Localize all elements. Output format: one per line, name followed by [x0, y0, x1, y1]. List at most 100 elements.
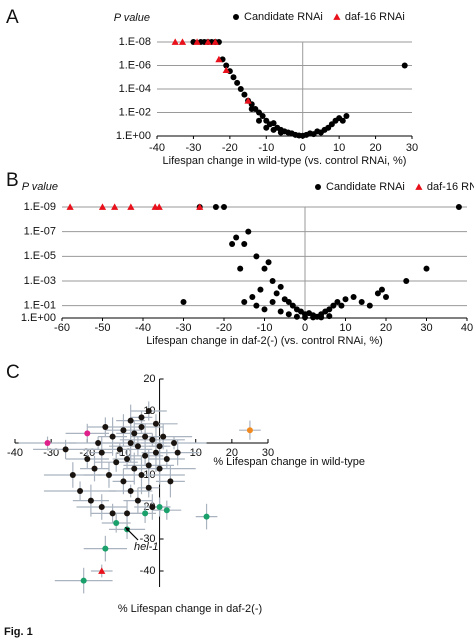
data-point — [156, 443, 163, 450]
data-point — [193, 38, 201, 45]
data-point — [109, 433, 116, 440]
data-point — [253, 302, 260, 309]
data-point — [253, 253, 260, 260]
x-tick-label: 10 — [333, 142, 345, 154]
x-axis-title: Lifespan change in wild-type (vs. contro… — [163, 155, 407, 167]
data-point — [277, 308, 284, 315]
y-axis-title: P value — [22, 181, 58, 193]
x-tick-label: -10 — [257, 322, 273, 334]
data-point — [87, 497, 94, 504]
data-point — [350, 294, 357, 301]
data-point — [237, 265, 244, 272]
caption: Fig. 1 — [4, 626, 33, 638]
data-point — [401, 62, 408, 69]
y-tick-label: 1.E-03 — [24, 275, 56, 287]
x-tick-label: 0 — [302, 322, 308, 334]
data-point — [241, 91, 248, 98]
y-tick-label: -40 — [140, 565, 156, 577]
x-axis-title: Lifespan change in daf-2(-) (vs. control… — [146, 335, 383, 347]
annotation-arrow — [126, 528, 139, 541]
data-point — [310, 314, 317, 321]
data-point — [293, 313, 300, 320]
data-point — [269, 298, 276, 305]
data-point — [233, 234, 240, 241]
data-point — [221, 204, 227, 210]
y-tick-label: 1.E-06 — [119, 59, 151, 71]
data-point — [62, 446, 69, 453]
data-point — [111, 203, 119, 210]
x-tick-label: -30 — [185, 142, 201, 154]
data-point — [149, 504, 156, 510]
data-point — [134, 443, 141, 450]
data-point — [84, 456, 91, 462]
x-tick-label: 20 — [380, 322, 392, 334]
data-point — [142, 433, 149, 440]
y-tick-label: 1.E-04 — [119, 83, 151, 95]
y-tick-label: 20 — [143, 373, 155, 385]
data-point — [91, 465, 98, 472]
data-point — [124, 456, 131, 462]
data-point — [270, 120, 277, 127]
data-point — [273, 290, 280, 297]
data-point — [98, 449, 105, 456]
data-point — [145, 408, 152, 414]
data-point — [152, 420, 159, 427]
data-point — [338, 302, 345, 309]
data-point — [66, 203, 74, 210]
data-point — [156, 465, 163, 472]
data-point — [102, 424, 109, 430]
data-point — [234, 79, 241, 86]
data-point — [174, 449, 181, 456]
data-point — [302, 314, 308, 321]
data-point — [285, 311, 292, 318]
data-point — [163, 456, 170, 462]
data-point — [69, 472, 76, 478]
y-axis-title: % Lifespan change in daf-2(-) — [118, 603, 262, 615]
data-point — [211, 38, 219, 45]
data-point — [330, 302, 337, 309]
data-point — [142, 452, 149, 459]
data-point — [109, 510, 116, 517]
y-tick-label: 1.E-09 — [24, 201, 56, 213]
y-tick-label: 1.E-07 — [24, 226, 56, 238]
data-point — [152, 449, 159, 456]
y-tick-label: 1.E-08 — [119, 36, 151, 48]
data-point — [374, 290, 381, 297]
legend-marker — [415, 183, 423, 190]
x-tick-label: -10 — [258, 142, 274, 154]
legend-marker — [233, 14, 239, 20]
data-point — [98, 504, 105, 510]
panel-letter: C — [6, 362, 20, 383]
data-point — [171, 440, 178, 446]
data-point — [203, 513, 210, 520]
legend-label: daf-16 RNAi — [427, 181, 474, 193]
data-point — [249, 294, 256, 301]
data-point — [142, 510, 149, 517]
panel-letter: A — [6, 7, 19, 28]
data-point — [124, 510, 131, 517]
data-point — [237, 86, 244, 92]
data-point — [84, 430, 91, 437]
data-point — [98, 567, 106, 574]
y-tick-label: 1.E-02 — [119, 106, 151, 118]
x-tick-label: -30 — [43, 447, 59, 459]
x-tick-label: 20 — [369, 142, 381, 154]
data-point — [113, 520, 120, 526]
data-point — [257, 286, 264, 293]
data-point — [246, 427, 253, 434]
data-point — [366, 302, 373, 309]
data-point — [339, 117, 346, 124]
annotation-arrowhead — [125, 527, 130, 532]
data-point — [167, 478, 174, 485]
data-point — [261, 265, 268, 272]
x-tick-label: 30 — [262, 447, 274, 459]
data-point — [277, 283, 284, 290]
data-point — [134, 497, 141, 504]
data-point — [163, 507, 170, 514]
data-point — [378, 286, 385, 293]
x-tick-label: -40 — [7, 447, 23, 459]
data-point — [318, 311, 325, 318]
data-point — [113, 459, 120, 466]
x-tick-label: -60 — [54, 322, 70, 334]
x-tick-label: -40 — [135, 322, 151, 334]
